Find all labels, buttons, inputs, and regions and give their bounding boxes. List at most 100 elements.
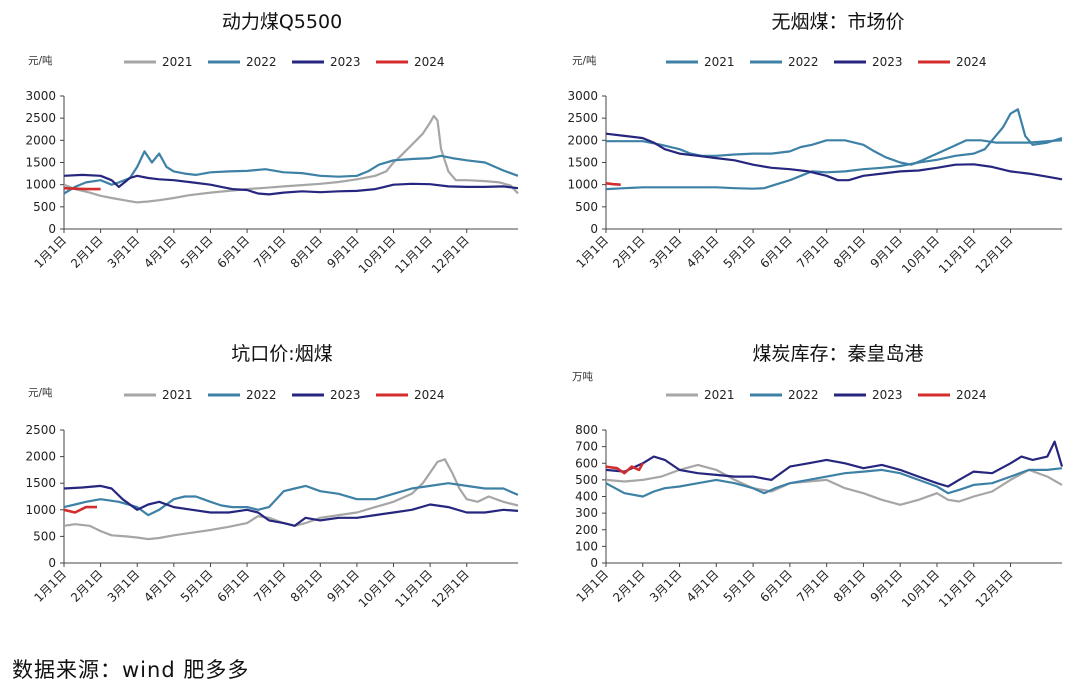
y-tick-label: 2000 xyxy=(567,133,598,147)
x-tick-label: 2月1日 xyxy=(610,567,648,605)
x-tick-label: 3月1日 xyxy=(105,233,143,271)
x-tick-label: 4月1日 xyxy=(684,233,722,271)
x-tick-label: 10月1日 xyxy=(356,233,399,276)
source-note: 数据来源：wind 肥多多 xyxy=(12,658,250,682)
x-tick-label: 3月1日 xyxy=(105,567,143,605)
y-tick-label: 0 xyxy=(590,222,598,236)
y-tick-label: 600 xyxy=(575,456,598,470)
series-line-2021 xyxy=(63,458,519,541)
y-tick-label: 0 xyxy=(48,222,56,236)
legend-label-2024: 2024 xyxy=(414,55,445,69)
y-tick-label: 1500 xyxy=(567,156,598,170)
series-line-2023 xyxy=(63,484,519,527)
x-tick-label: 8月1日 xyxy=(288,233,326,271)
x-tick-label: 10月1日 xyxy=(356,567,399,610)
y-tick-label: 2000 xyxy=(25,450,56,464)
legend-label-2024: 2024 xyxy=(414,388,445,402)
series-line-2021 xyxy=(605,108,1063,191)
x-tick-label: 1月1日 xyxy=(31,233,69,271)
y-tick-label: 2000 xyxy=(25,133,56,147)
x-tick-label: 8月1日 xyxy=(831,233,869,271)
legend-label-2021: 2021 xyxy=(162,388,193,402)
y-tick-label: 1000 xyxy=(25,503,56,517)
x-tick-label: 5月1日 xyxy=(721,233,759,271)
y-tick-label: 700 xyxy=(575,440,598,454)
series-line-2024 xyxy=(605,462,644,475)
y-tick-label: 200 xyxy=(575,523,598,537)
series-line-2021 xyxy=(605,463,1063,506)
x-tick-label: 11月1日 xyxy=(392,567,435,610)
x-tick-label: 7月1日 xyxy=(794,567,832,605)
x-tick-label: 7月1日 xyxy=(251,233,289,271)
x-tick-label: 11月1日 xyxy=(392,233,435,276)
x-tick-label: 12月1日 xyxy=(973,567,1016,610)
x-tick-label: 12月1日 xyxy=(973,233,1016,276)
y-tick-label: 800 xyxy=(575,423,598,437)
legend-label-2023: 2023 xyxy=(872,388,903,402)
x-tick-label: 10月1日 xyxy=(899,233,942,276)
legend-label-2022: 2022 xyxy=(788,55,819,69)
x-tick-label: 2月1日 xyxy=(68,233,106,271)
legend-label-2024: 2024 xyxy=(956,388,987,402)
y-tick-label: 100 xyxy=(575,539,598,553)
x-tick-label: 4月1日 xyxy=(684,567,722,605)
x-tick-label: 2月1日 xyxy=(68,567,106,605)
series-line-2022 xyxy=(63,150,519,195)
y-tick-label: 500 xyxy=(575,200,598,214)
series-line-2022 xyxy=(606,139,1063,166)
chart-title: 动力煤Q5500 xyxy=(222,11,342,33)
legend-label-2023: 2023 xyxy=(872,55,903,69)
y-tick-label: 300 xyxy=(575,506,598,520)
x-tick-label: 6月1日 xyxy=(215,567,253,605)
x-tick-label: 4月1日 xyxy=(141,567,179,605)
y-unit-label: 元/吨 xyxy=(28,54,53,67)
y-tick-label: 3000 xyxy=(25,89,56,103)
legend-label-2021: 2021 xyxy=(704,55,735,69)
y-tick-label: 500 xyxy=(33,200,56,214)
y-tick-label: 1500 xyxy=(25,476,56,490)
series-line-2024 xyxy=(605,182,621,186)
y-tick-label: 1500 xyxy=(25,156,56,170)
x-tick-label: 6月1日 xyxy=(757,233,795,271)
x-tick-label: 7月1日 xyxy=(794,233,832,271)
x-tick-label: 3月1日 xyxy=(647,567,685,605)
legend-label-2024: 2024 xyxy=(956,55,987,69)
legend-label-2021: 2021 xyxy=(162,55,193,69)
series-line-2022 xyxy=(63,482,519,517)
legend-label-2022: 2022 xyxy=(246,55,277,69)
x-tick-label: 7月1日 xyxy=(251,567,289,605)
chart-title: 煤炭库存：秦皇岛港 xyxy=(752,343,923,365)
x-tick-label: 11月1日 xyxy=(936,233,979,276)
x-tick-label: 1月1日 xyxy=(573,233,611,271)
series-line-2023 xyxy=(605,132,1063,182)
x-tick-label: 8月1日 xyxy=(831,567,869,605)
y-tick-label: 2500 xyxy=(25,423,56,437)
legend-label-2021: 2021 xyxy=(704,388,735,402)
x-tick-label: 12月1日 xyxy=(429,233,472,276)
y-tick-label: 400 xyxy=(575,490,598,504)
x-tick-label: 2月1日 xyxy=(610,233,648,271)
series-line-2023 xyxy=(63,173,519,196)
legend-label-2022: 2022 xyxy=(788,388,819,402)
y-tick-label: 0 xyxy=(48,556,56,570)
legend-label-2022: 2022 xyxy=(246,388,277,402)
series-line-2024 xyxy=(63,505,97,514)
x-tick-label: 5月1日 xyxy=(178,567,216,605)
legend-label-2023: 2023 xyxy=(330,55,361,69)
y-tick-label: 500 xyxy=(33,529,56,543)
chart-pithead-bituminous: 坑口价:烟煤元/吨 2021 2022 2023 2024 0 500 1000 1500 200… xyxy=(25,343,519,610)
series-line-2022 xyxy=(605,467,1063,498)
series-line-2023 xyxy=(605,440,1064,488)
y-tick-label: 0 xyxy=(590,556,598,570)
y-tick-label: 500 xyxy=(575,473,598,487)
series-line-2024 xyxy=(63,186,101,191)
y-tick-label: 2500 xyxy=(25,111,56,125)
chart-title: 无烟煤：市场价 xyxy=(771,11,904,33)
y-tick-label: 1000 xyxy=(25,178,56,192)
y-tick-label: 2500 xyxy=(567,111,598,125)
y-unit-label: 元/吨 xyxy=(572,54,597,67)
x-tick-label: 3月1日 xyxy=(647,233,685,271)
